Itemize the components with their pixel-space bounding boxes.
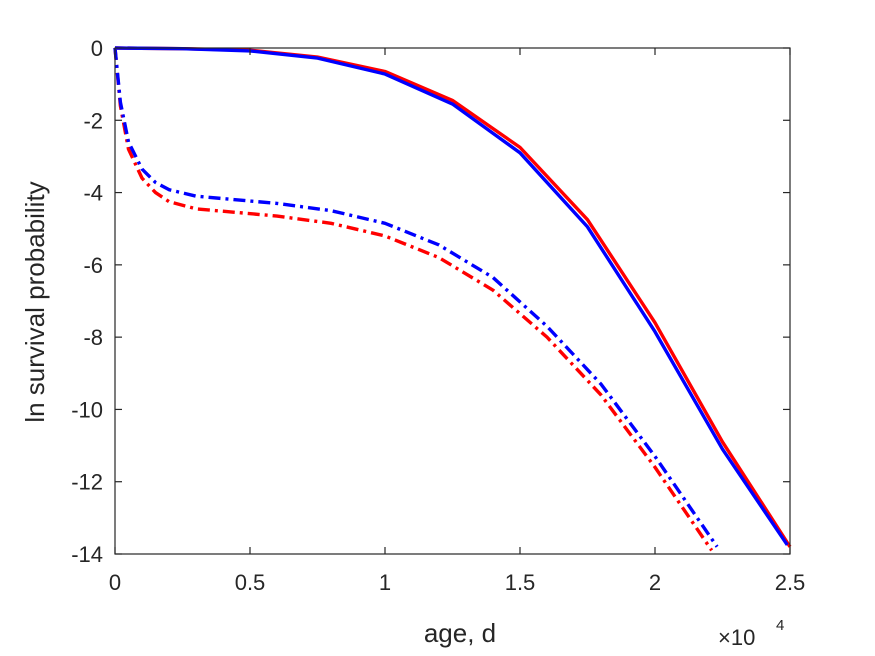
x-tick-label: 0	[109, 570, 121, 595]
x-tick-label: 0.5	[235, 570, 266, 595]
y-tick-label: -8	[83, 325, 103, 350]
plot-area	[115, 48, 790, 554]
series-layer	[113, 46, 792, 552]
y-tick-label: -2	[83, 108, 103, 133]
axes-box	[114, 47, 791, 555]
y-tick-label: -4	[83, 181, 103, 206]
y-tick-label: 0	[91, 36, 103, 61]
y-tick-label: -14	[71, 542, 103, 567]
series-line-2	[114, 46, 789, 546]
axes: 0 0.5 1 1.5 2 2.5 0 -2 -4 -6 -8 -10 -12 -14	[71, 36, 805, 595]
series-line-4	[113, 47, 719, 548]
y-tick-label: -10	[71, 397, 103, 422]
x-axis-label: age, d	[424, 618, 496, 648]
x-tick-label: 1	[379, 570, 391, 595]
plot-background	[115, 48, 790, 554]
x-axis-multiplier-exponent: 4	[776, 617, 784, 634]
y-axis-label: ln survival probability	[20, 181, 50, 422]
y-tick-label: -12	[71, 470, 103, 495]
x-axis-multiplier: ×10	[718, 625, 755, 650]
x-tick-label: 2	[649, 570, 661, 595]
series-line-3	[113, 47, 714, 552]
y-tick-label: -6	[83, 253, 103, 278]
x-tick-label: 2.5	[775, 570, 806, 595]
x-tick-label: 1.5	[505, 570, 536, 595]
